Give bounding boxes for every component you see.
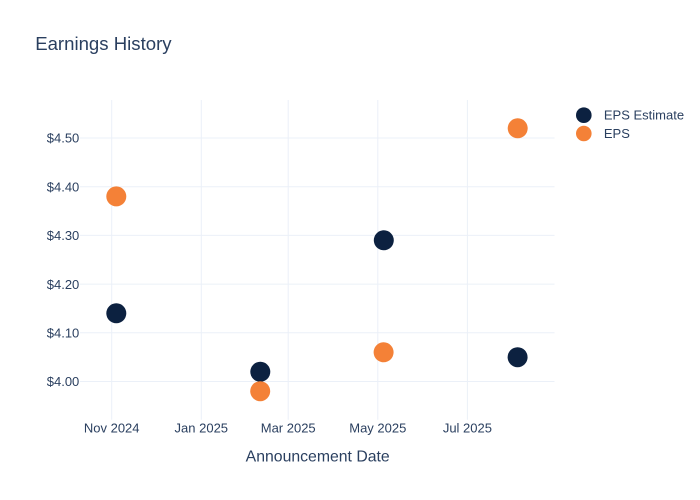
svg-text:$4.50: $4.50 <box>47 131 80 146</box>
svg-text:$4.40: $4.40 <box>47 179 80 194</box>
svg-text:Jul 2025: Jul 2025 <box>443 421 492 436</box>
svg-text:Earnings History: Earnings History <box>35 33 172 54</box>
svg-text:Jan 2025: Jan 2025 <box>175 421 229 436</box>
svg-text:EPS: EPS <box>604 126 630 141</box>
svg-text:$4.20: $4.20 <box>47 277 80 292</box>
svg-text:EPS Estimate: EPS Estimate <box>604 108 684 123</box>
svg-text:$4.10: $4.10 <box>47 326 80 341</box>
svg-text:May 2025: May 2025 <box>349 421 406 436</box>
svg-text:Announcement Date: Announcement Date <box>246 449 390 466</box>
svg-text:$4.00: $4.00 <box>47 374 80 389</box>
svg-text:Nov 2024: Nov 2024 <box>84 421 140 436</box>
svg-text:$4.30: $4.30 <box>47 228 80 243</box>
svg-text:Mar 2025: Mar 2025 <box>261 421 316 436</box>
